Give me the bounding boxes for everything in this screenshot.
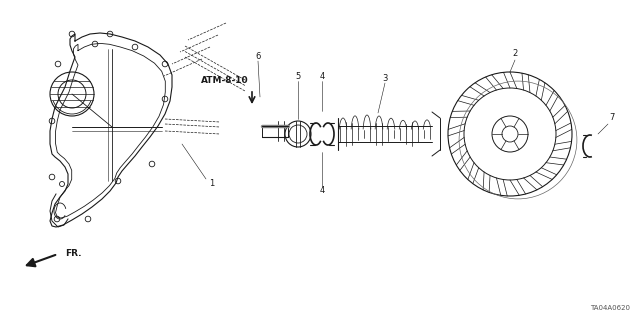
Text: FR.: FR. [65, 249, 81, 258]
Text: TA04A0620: TA04A0620 [590, 305, 630, 311]
Text: 3: 3 [382, 75, 388, 84]
Text: ATM-8-10: ATM-8-10 [201, 77, 249, 85]
Text: 2: 2 [513, 49, 518, 58]
Text: 7: 7 [609, 114, 614, 122]
Text: 4: 4 [319, 72, 324, 81]
Text: 6: 6 [255, 53, 260, 62]
Text: 4: 4 [319, 187, 324, 196]
Text: 1: 1 [209, 180, 214, 189]
Text: 5: 5 [296, 72, 301, 81]
